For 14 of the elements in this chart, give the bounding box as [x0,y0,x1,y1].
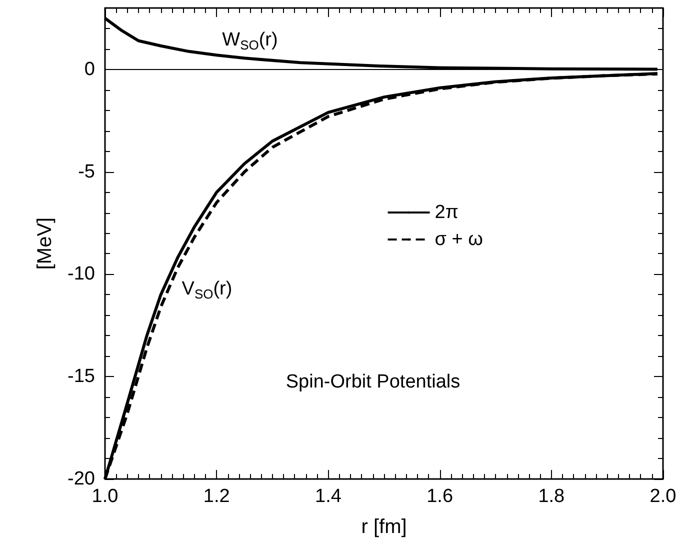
y-tick-label: -10 [68,264,95,285]
annotation: Spin-Orbit Potentials [286,372,460,392]
x-tick-label: 1.6 [426,486,454,507]
x-tick-label: 1.8 [538,486,565,507]
legend-label: 2π [434,202,458,223]
y-tick-label: -5 [78,161,95,182]
y-tick-label: 0 [84,58,95,80]
x-axis-title: r [fm] [361,516,407,538]
y-tick-label: -15 [68,366,95,388]
x-tick-label: 1.2 [203,486,230,507]
y-axis-title: [MeV] [34,217,56,270]
legend-label: σ + ω [434,229,484,250]
x-tick-label: 1.4 [314,486,342,507]
x-tick-label: 2.0 [650,486,676,507]
